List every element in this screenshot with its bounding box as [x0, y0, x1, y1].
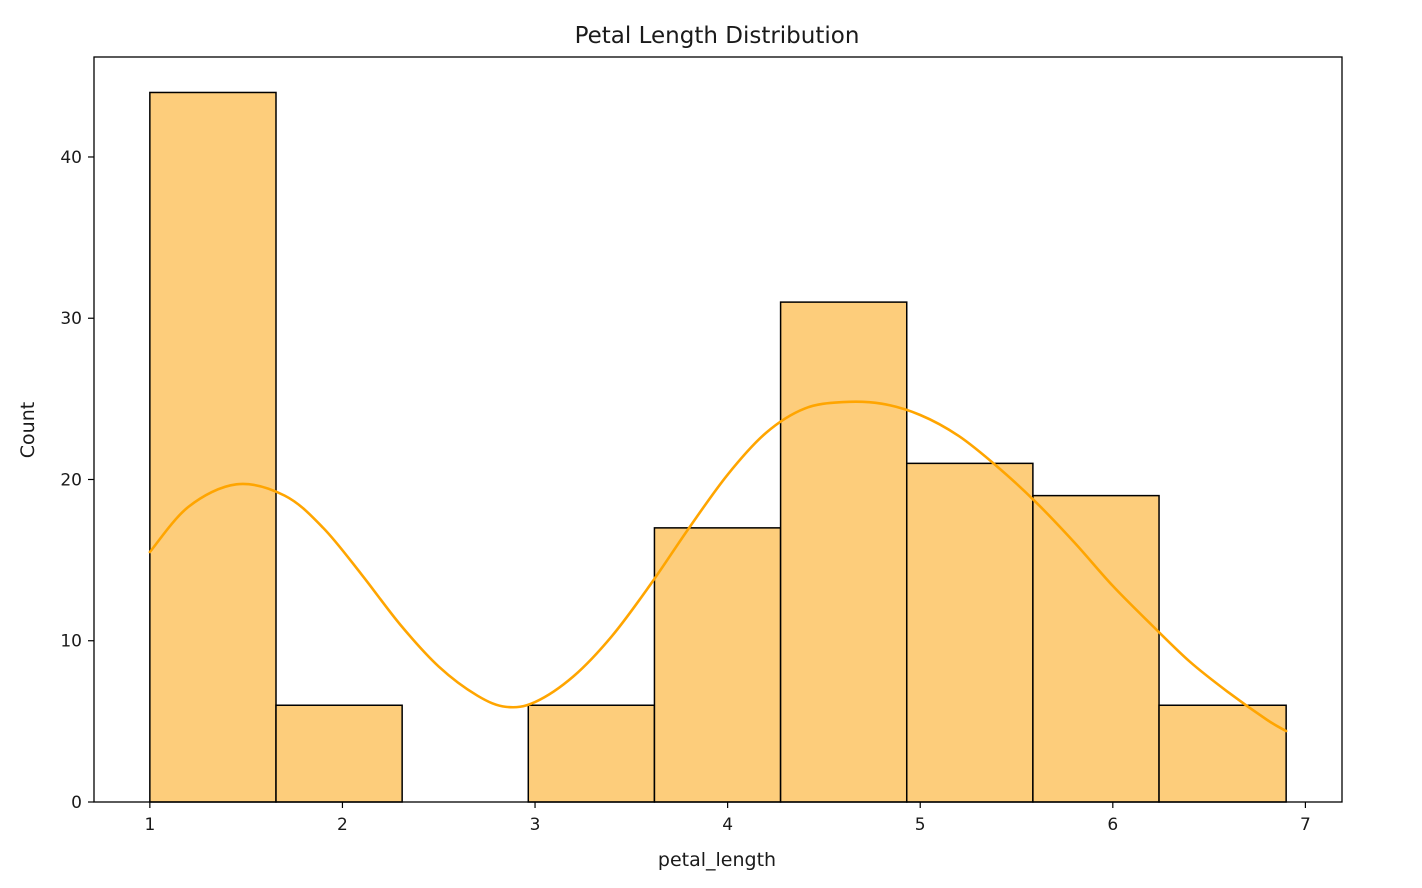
- x-tick-label: 2: [337, 815, 348, 835]
- x-tick-label: 3: [530, 815, 541, 835]
- plot-frame: [93, 56, 1343, 803]
- bars-layer: [149, 91, 1287, 803]
- x-tick-label: 1: [144, 815, 155, 835]
- histogram-bar: [1032, 494, 1160, 803]
- x-tick-label: 7: [1300, 815, 1311, 835]
- x-tick-label: 4: [722, 815, 733, 835]
- y-tick-label: 20: [60, 470, 82, 490]
- y-axis-ticks: 0 10 20 30 40: [60, 148, 94, 813]
- histogram-bar: [527, 704, 656, 803]
- y-tick-label: 30: [60, 309, 82, 329]
- x-tick-label: 6: [1107, 815, 1118, 835]
- histogram-bar: [1158, 704, 1287, 803]
- x-tick-label: 5: [915, 815, 926, 835]
- histogram-bar: [779, 301, 908, 803]
- x-axis-label: petal_length: [658, 849, 776, 871]
- kde-curve: [148, 400, 1288, 733]
- y-axis-label: Count: [17, 402, 39, 458]
- y-tick-label: 0: [71, 793, 82, 813]
- y-tick-label: 10: [60, 632, 82, 652]
- histogram-bar: [149, 91, 277, 803]
- histogram-bar: [275, 704, 403, 803]
- chart-title: Petal Length Distribution: [575, 23, 860, 49]
- histogram-bar: [905, 462, 1034, 803]
- y-tick-label: 40: [60, 148, 82, 168]
- histogram-bar: [653, 527, 782, 803]
- x-axis-ticks: 1 2 3 4 5 6 7: [144, 802, 1311, 835]
